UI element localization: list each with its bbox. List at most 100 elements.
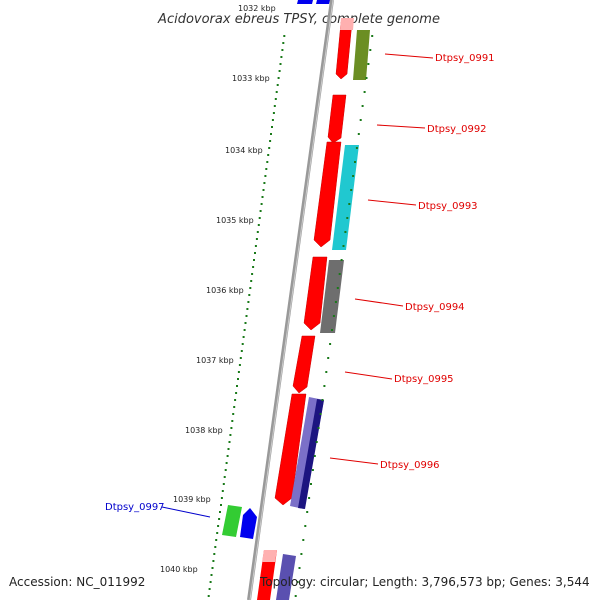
minor-tick: [213, 553, 216, 555]
minor-tick: [336, 287, 339, 289]
minor-tick: [272, 112, 275, 114]
minor-tick: [355, 147, 358, 149]
minor-tick: [229, 434, 232, 436]
gene-label[interactable]: Dtpsy_0992: [427, 124, 487, 135]
gene-label[interactable]: Dtpsy_0991: [435, 53, 495, 64]
gene-arrow-red[interactable]: [292, 335, 316, 394]
minor-tick: [352, 175, 355, 177]
minor-tick: [273, 105, 276, 107]
function-block[interactable]: [262, 550, 277, 562]
gene-label[interactable]: Dtpsy_0995: [394, 374, 454, 385]
minor-tick: [306, 511, 309, 513]
minor-tick: [275, 91, 278, 93]
minor-tick: [331, 329, 333, 331]
gene-arrow-red[interactable]: [327, 94, 347, 144]
minor-tick: [260, 203, 263, 205]
minor-tick: [357, 133, 360, 135]
minor-tick: [302, 539, 305, 541]
minor-tick: [344, 231, 347, 233]
minor-tick: [255, 238, 258, 240]
gene-arrow-red[interactable]: [303, 256, 328, 331]
minor-tick: [310, 483, 312, 485]
minor-tick: [371, 35, 374, 37]
function-block-0996-dark[interactable]: [298, 399, 324, 509]
gene-arrow-blue[interactable]: [240, 508, 257, 539]
function-block-0993[interactable]: [332, 145, 359, 250]
minor-tick: [363, 91, 366, 93]
minor-tick: [220, 497, 223, 499]
minor-tick: [346, 217, 349, 219]
minor-tick: [217, 525, 220, 527]
scale-labels: 1032 kbp 1033 kbp 1034 kbp 1035 kbp 1036…: [160, 4, 276, 574]
minor-tick: [236, 385, 238, 387]
minor-tick: [296, 581, 299, 583]
minor-tick: [219, 511, 221, 513]
minor-tick: [334, 301, 337, 303]
minor-tick: [228, 441, 231, 443]
minor-tick: [269, 140, 272, 142]
gene-label[interactable]: Dtpsy_0994: [405, 302, 465, 313]
scale-label: 1035 kbp: [216, 216, 254, 225]
gene-arrow[interactable]: [297, 0, 313, 4]
minor-tick: [317, 427, 320, 429]
minor-tick: [210, 574, 213, 576]
minor-tick: [321, 399, 324, 401]
label-leaders: [161, 53, 434, 518]
minor-tick: [222, 483, 225, 485]
function-block-0997[interactable]: [222, 505, 242, 537]
minor-tick: [278, 70, 281, 72]
scale-label: 1036 kbp: [206, 286, 244, 295]
gene-arrow-red[interactable]: [257, 550, 277, 600]
minor-tick: [308, 497, 311, 499]
minor-tick: [338, 273, 341, 275]
minor-tick: [240, 350, 243, 352]
minor-tick: [207, 595, 210, 597]
minor-tick: [216, 532, 219, 534]
minor-tick: [221, 490, 224, 492]
minor-tick: [270, 133, 272, 135]
gene-label[interactable]: Dtpsy_0996: [380, 460, 440, 471]
minor-tick: [262, 189, 265, 191]
minor-tick: [264, 175, 267, 177]
minor-tick: [251, 273, 254, 275]
minor-tick: [271, 119, 274, 121]
minor-tick: [225, 462, 228, 464]
minor-tick: [244, 322, 247, 324]
minor-tick: [242, 336, 245, 338]
minor-tick: [276, 84, 279, 86]
gene-arrow[interactable]: [316, 0, 330, 4]
minor-tick: [245, 315, 248, 317]
gene-arrow-red[interactable]: [313, 141, 342, 248]
gene-arrow-red[interactable]: [274, 393, 307, 506]
minor-tick: [237, 371, 240, 373]
minor-tick: [261, 196, 264, 198]
gene-label[interactable]: Dtpsy_0993: [418, 201, 478, 212]
minor-tick: [232, 413, 235, 415]
gene-arrow-red-faded[interactable]: [340, 18, 354, 30]
minor-tick: [282, 42, 285, 44]
minor-tick: [329, 343, 332, 345]
function-block-0994[interactable]: [320, 260, 344, 333]
minor-tick: [208, 588, 211, 590]
minor-tick: [256, 231, 259, 233]
minor-tick: [254, 252, 256, 254]
minor-tick: [325, 371, 328, 373]
scale-label: 1039 kbp: [173, 495, 211, 504]
gene-label[interactable]: Dtpsy_0997: [105, 502, 165, 513]
minor-tick: [220, 504, 222, 506]
gene-arrow-red[interactable]: [335, 21, 353, 80]
minor-tick: [227, 448, 230, 450]
function-block[interactable]: [276, 554, 296, 600]
minor-tick: [340, 259, 343, 261]
minor-tick: [315, 441, 318, 443]
minor-tick: [271, 126, 273, 128]
minor-tick: [238, 364, 241, 366]
function-block-0991[interactable]: [353, 30, 370, 80]
minor-tick: [350, 189, 353, 191]
minor-tick: [359, 119, 362, 121]
minor-tick: [224, 469, 227, 471]
minor-tick: [252, 266, 255, 268]
backbone-highlight: [249, 0, 334, 600]
minor-tick: [361, 105, 364, 107]
minor-tick: [327, 357, 330, 359]
